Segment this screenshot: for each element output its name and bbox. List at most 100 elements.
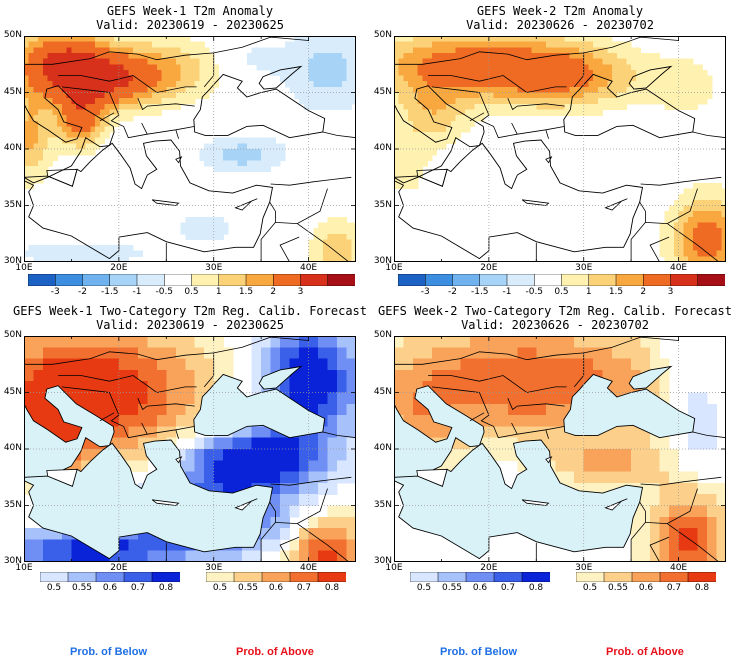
border [322, 131, 356, 139]
anomaly2-colorbar [398, 274, 725, 286]
panel4-valid-text: Valid: 20230626 - 20230702 [461, 318, 649, 332]
anomaly2-label: -3 [420, 287, 430, 297]
anomaly1-swatch [82, 274, 111, 286]
border [640, 176, 722, 186]
border [692, 131, 726, 139]
border [275, 488, 328, 525]
panel2-title-text: GEFS Week-2 T2m Anomaly [476, 4, 644, 18]
lat-label: 45N [373, 86, 392, 97]
border [296, 223, 350, 262]
above2-label: 0.7 [666, 583, 682, 593]
border [296, 523, 350, 562]
below2-swatch [493, 572, 523, 582]
lat-label: 45N [373, 386, 392, 397]
anomaly1-swatch [273, 274, 302, 286]
below1-swatch [151, 572, 180, 582]
sea-azov [628, 365, 673, 390]
border [99, 112, 115, 122]
border [431, 386, 565, 439]
gridlines [24, 36, 356, 262]
island [545, 156, 553, 164]
lon-label: 30E [575, 263, 593, 273]
island [151, 499, 180, 506]
below2-swatch [437, 572, 467, 582]
lat-label: 40N [373, 143, 392, 153]
prob-below-label-left: Prob. of Below [70, 646, 147, 658]
below2-label: 0.8 [528, 583, 544, 593]
anomaly1-swatch [55, 274, 84, 286]
prob-above-label-right: Prob. of Above [606, 646, 684, 658]
anomaly1-label: 1.5 [238, 287, 254, 297]
island [234, 498, 258, 511]
anomaly2-label: -1 [502, 287, 512, 297]
above2-swatch [687, 572, 716, 582]
below2-swatch [465, 572, 495, 582]
sea-black [193, 373, 326, 439]
anomaly1-swatch [300, 274, 329, 286]
lat-label: 30N [373, 256, 392, 266]
lat-label: 35N [373, 499, 392, 510]
coast-med [394, 85, 485, 184]
coast-azov [258, 65, 303, 90]
coast-azov [628, 65, 673, 90]
above1-swatch [233, 572, 263, 582]
lat-label: 40N [3, 143, 22, 153]
below2-colorbar [410, 572, 550, 582]
border [137, 98, 195, 111]
above2-swatch [631, 572, 661, 582]
week2-anomaly-map [394, 36, 726, 262]
anomaly2-swatch [398, 274, 426, 286]
above1-colorbar [206, 572, 346, 582]
gridlines [394, 336, 726, 562]
lat-label: 50N [3, 330, 22, 340]
lat-label: 35N [373, 199, 392, 210]
anomaly1-label: 0.5 [184, 287, 199, 297]
above1-label: 0.5 [212, 583, 228, 593]
border [469, 112, 485, 122]
border [666, 223, 720, 262]
lon-label: 30E [205, 563, 223, 573]
below1-swatch [123, 572, 153, 582]
panel3-title: GEFS Week-1 Two-Category T2m Reg. Calib.… [0, 304, 380, 332]
anomaly1-label: -3 [50, 287, 60, 297]
border [99, 412, 115, 422]
above2-label: 0.6 [638, 583, 654, 593]
anomaly2-label: 2 [640, 287, 647, 297]
border [279, 536, 300, 562]
anomaly2-swatch [670, 274, 699, 286]
lon-label: 30E [205, 263, 223, 273]
border [428, 75, 567, 93]
panel2-valid-text: Valid: 20230626 - 20230702 [466, 18, 654, 32]
lon-label: 10E [385, 563, 403, 573]
lat-label: 35N [3, 199, 22, 210]
sea-south [24, 439, 274, 560]
lon-label: 40E [669, 263, 688, 273]
above1-label: 0.6 [268, 583, 284, 593]
border [322, 431, 356, 439]
anomaly1-label: 1 [215, 287, 222, 297]
above1-label: 0.7 [296, 583, 312, 593]
lat-label: 45N [3, 386, 22, 397]
above1-label: 0.8 [324, 583, 340, 593]
anomaly1-swatch [28, 274, 56, 286]
border [645, 188, 698, 225]
lat-label: 35N [3, 499, 22, 510]
panel1-valid-text: Valid: 20230619 - 20230625 [96, 18, 284, 32]
lat-label: 50N [3, 30, 22, 40]
lat-label: 30N [373, 556, 392, 566]
above2-swatch [576, 572, 605, 582]
anomaly2-label: -1.5 [470, 287, 489, 297]
anomaly1-colorbar [28, 274, 355, 286]
anomaly1-swatch [245, 274, 274, 286]
border [24, 36, 309, 65]
lon-label: 10E [385, 263, 403, 273]
border [58, 375, 197, 393]
border [507, 398, 565, 411]
lat-label: 50N [373, 30, 392, 40]
border [545, 129, 549, 139]
border [507, 98, 565, 111]
panel1-title: GEFS Week-1 T2m Anomaly Valid: 20230619 … [25, 4, 355, 32]
coast-south [24, 139, 274, 260]
anomaly2-swatch [425, 274, 454, 286]
coast-med [24, 85, 115, 184]
